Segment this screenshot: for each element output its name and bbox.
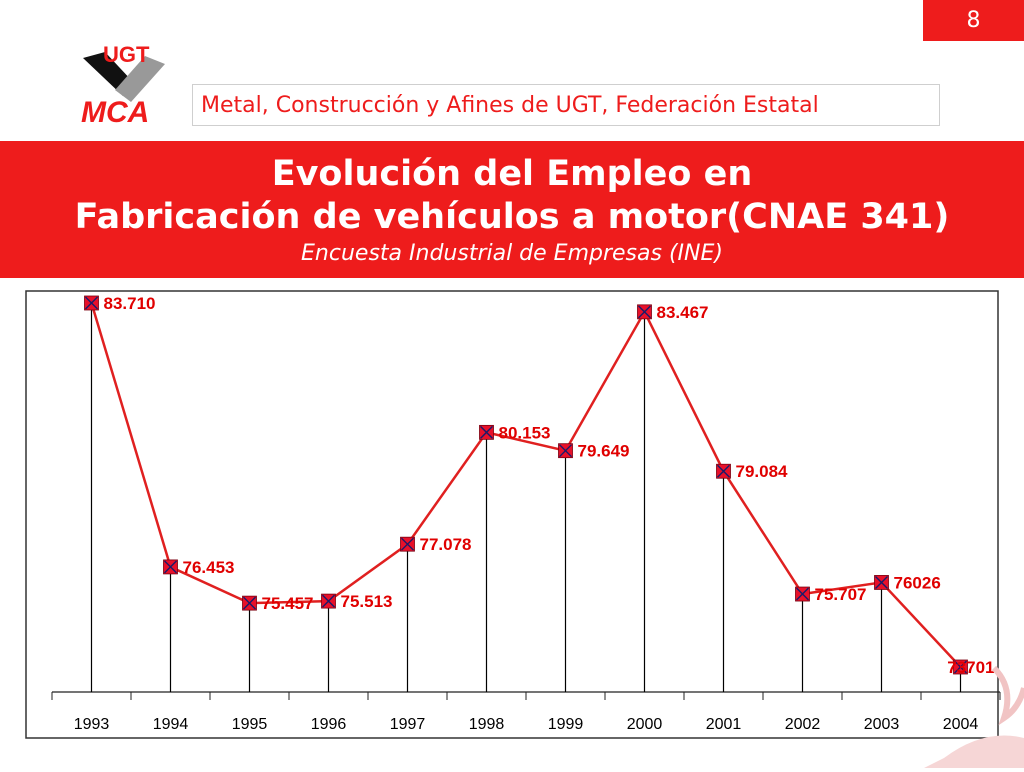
data-label: 75.707 — [815, 585, 867, 604]
organization-banner: Metal, Construcción y Afines de UGT, Fed… — [192, 84, 940, 126]
employment-line-chart: 1993 1994 1995 1996 1997 1998 1999 2000 2001 2002… — [25, 290, 1001, 739]
title-band: Evolución del Empleo en Fabricación de v… — [0, 141, 1024, 278]
x-tick-label: 2000 — [627, 716, 663, 733]
data-point-marker — [874, 575, 889, 590]
x-tick-label: 1999 — [548, 716, 584, 733]
slide-title-line-1: Evolución del Empleo en — [271, 154, 753, 194]
data-label: 77.078 — [420, 535, 472, 554]
x-tick-label: 1994 — [153, 716, 189, 733]
chart-container: 1993 1994 1995 1996 1997 1998 1999 2000 2001 2002… — [0, 290, 1024, 768]
organization-name: Metal, Construcción y Afines de UGT, Fed… — [201, 92, 819, 118]
x-tick-label: 2002 — [785, 716, 821, 733]
data-label: 73701 — [947, 658, 994, 677]
data-point-marker — [795, 586, 810, 602]
page-number: 8 — [923, 0, 1024, 41]
data-label: 83.710 — [104, 294, 156, 313]
data-label: 80.153 — [499, 423, 551, 442]
x-tick-label: 2004 — [943, 716, 979, 733]
data-point-marker — [479, 424, 494, 440]
data-point-marker — [242, 595, 257, 611]
x-tick-label: 1996 — [311, 716, 347, 733]
x-tick-label: 1993 — [74, 716, 110, 733]
x-tick-label: 1998 — [469, 716, 505, 733]
data-label: 79.649 — [578, 442, 630, 461]
series-line — [90, 302, 962, 668]
logo-text-top: UGT — [103, 42, 150, 67]
slide-title-line-2: Fabricación de vehículos a motor(CNAE 34… — [74, 197, 950, 237]
data-label: 79.084 — [736, 462, 789, 481]
data-label: 75.457 — [262, 594, 314, 613]
data-label: 76.453 — [183, 558, 235, 577]
data-point-marker — [321, 593, 336, 609]
data-label: 75.513 — [341, 592, 393, 611]
data-label: 83.467 — [657, 303, 709, 322]
logo-grey-stroke — [115, 56, 165, 102]
data-source: Encuesta Industrial de Empresas (INE) — [301, 241, 723, 266]
data-point-marker — [400, 536, 415, 552]
x-tick-label: 1997 — [390, 716, 426, 733]
background-watermark — [924, 665, 1024, 768]
data-label: 76026 — [894, 573, 941, 592]
plot-frame — [25, 290, 999, 739]
data-point-marker — [558, 443, 573, 459]
x-tick-label: 2003 — [864, 716, 900, 733]
x-tick-label: 1995 — [232, 716, 268, 733]
data-point-marker — [84, 295, 99, 311]
x-tick-label: 2001 — [706, 716, 742, 733]
data-point-marker — [637, 304, 652, 320]
data-point-marker — [163, 559, 178, 575]
ugt-mca-logo: UGT MCA — [81, 42, 165, 128]
logo-text-bottom: MCA — [81, 96, 149, 128]
data-point-marker — [953, 659, 968, 675]
data-point-marker — [716, 463, 731, 479]
